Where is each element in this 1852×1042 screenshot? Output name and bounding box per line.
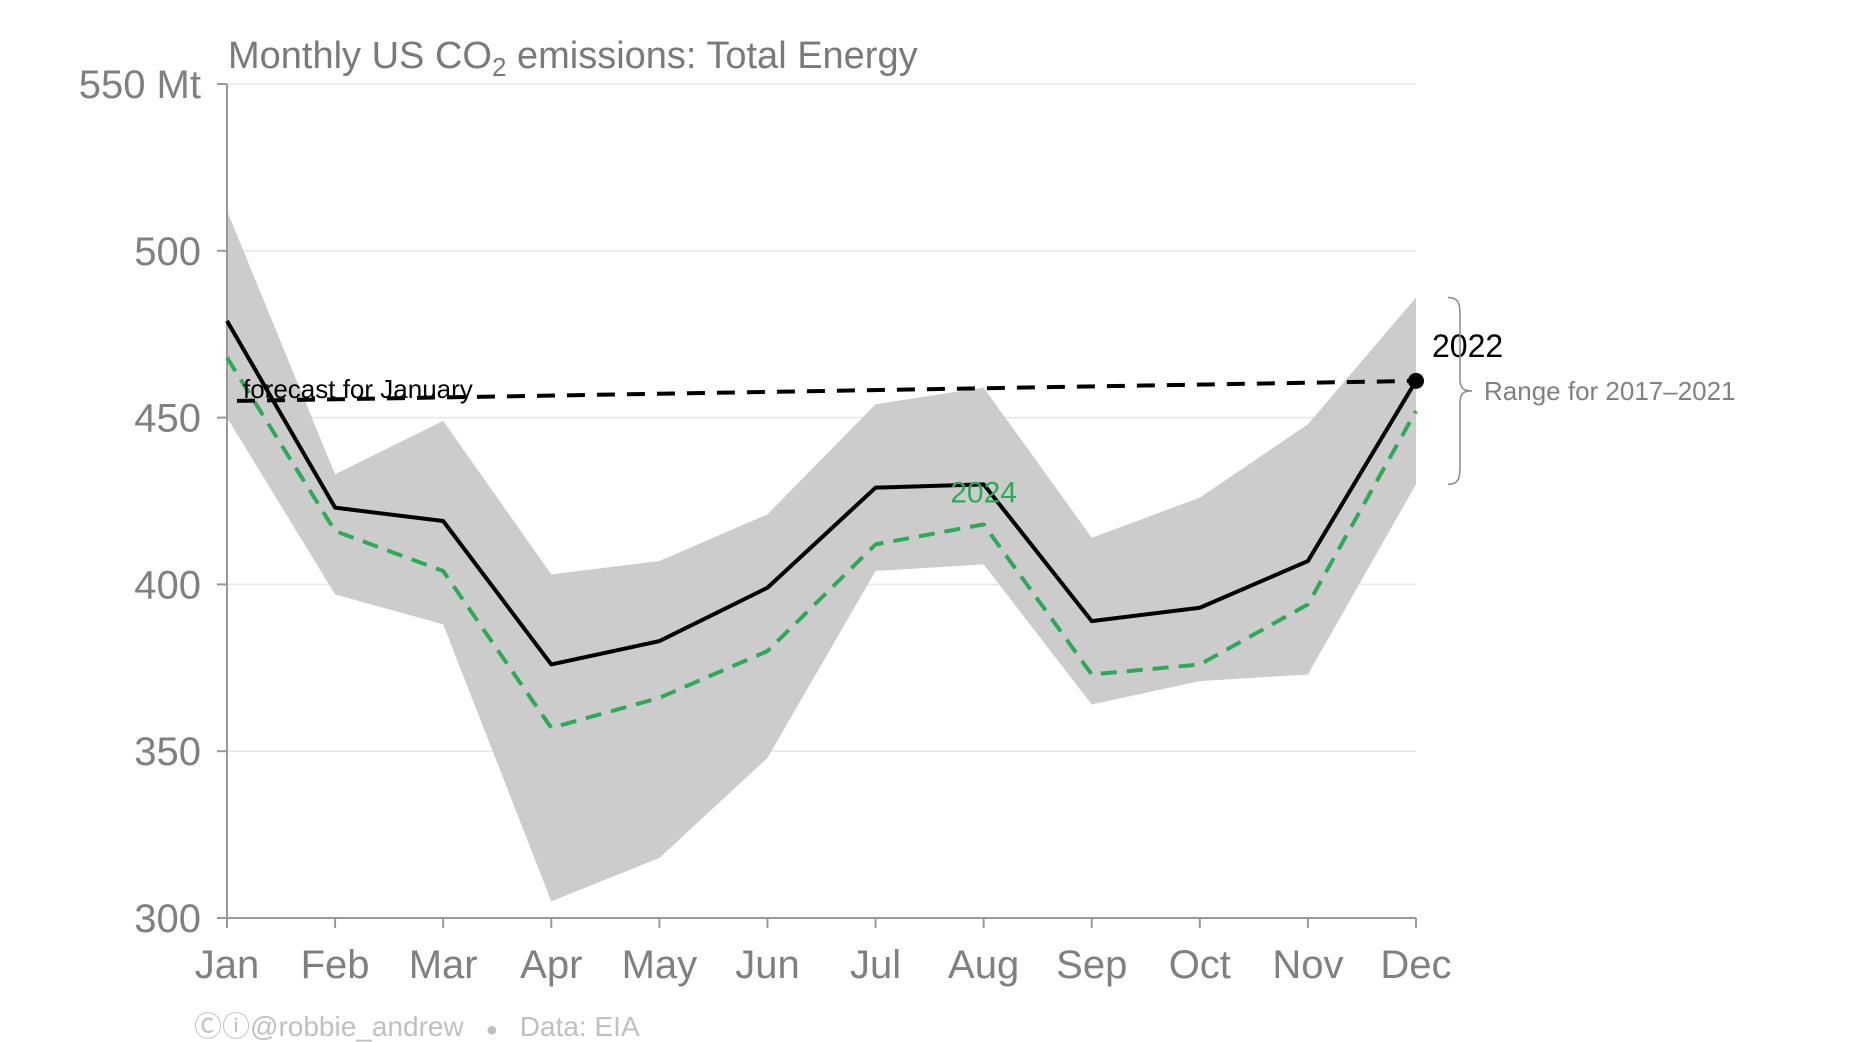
chart-title: Monthly US CO2 emissions: Total Energy [228, 35, 918, 82]
series-label-2024: 2024 [950, 476, 1017, 509]
y-tick-label: 400 [134, 563, 201, 607]
x-tick-label: Aug [948, 943, 1019, 987]
x-tick-label: Apr [520, 943, 582, 987]
axes-layer: 300 350 400 450 500 550 Mt Jan Feb Mar Apr May Jun J… [79, 63, 1452, 987]
range-band [227, 210, 1416, 902]
forecast-line [236, 378, 1417, 403]
footer: Ⓒⓘ@robbie_andrew ● Data: EIA [194, 1011, 640, 1042]
x-tick-label: Nov [1272, 943, 1343, 987]
y-tick-label: 550 Mt [79, 63, 201, 107]
y-tick-label: 350 [134, 730, 201, 774]
x-tick-label: Oct [1169, 943, 1231, 987]
chart-title-pre: Monthly US CO [228, 35, 492, 77]
footer-separator: ● [486, 1019, 498, 1041]
range-label: Range for 2017–2021 [1484, 376, 1736, 406]
x-tick-label: Jun [735, 943, 800, 987]
chart-title-post: emissions: Total Energy [506, 35, 917, 77]
x-tick-label: Feb [301, 943, 370, 987]
series-layer [225, 319, 1424, 730]
forecast-label: forecast for January [243, 374, 473, 404]
range-brace [1447, 296, 1473, 486]
series-line-2024 [225, 356, 1418, 730]
highlight-point [1408, 372, 1424, 389]
annotation-layer: forecast for January 2022 2024 Range for 20… [243, 296, 1736, 509]
footer-source: Data: EIA [520, 1011, 640, 1042]
x-tick-label: Dec [1380, 943, 1451, 987]
x-tick-label: Mar [409, 943, 478, 987]
license-icons: Ⓒⓘ [194, 1011, 250, 1042]
series-line-2022 [225, 319, 1418, 667]
x-tick-label: Sep [1056, 943, 1127, 987]
range-band-layer [227, 210, 1416, 902]
footer-handle: @robbie_andrew [250, 1011, 464, 1042]
y-tick-label: 500 [134, 230, 201, 274]
x-tick-label: May [622, 943, 698, 987]
x-tick-label: Jan [195, 943, 260, 987]
y-tick-label: 300 [134, 897, 201, 941]
highlight-label: 2022 [1432, 328, 1503, 364]
x-tick-label: Jul [850, 943, 901, 987]
y-tick-label: 450 [134, 397, 201, 441]
chart-title-sub: 2 [492, 52, 506, 82]
